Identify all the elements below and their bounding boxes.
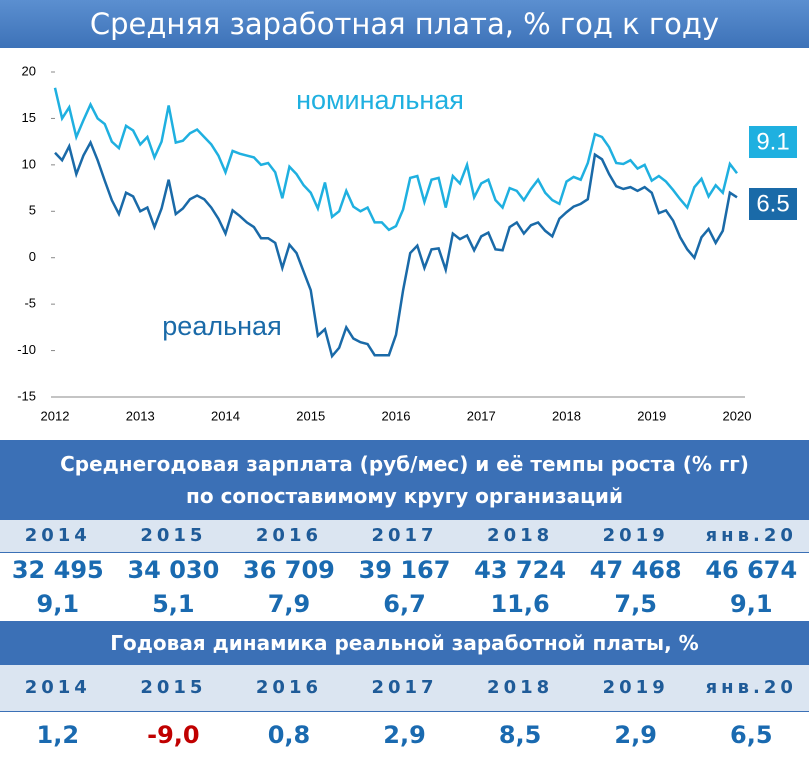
header-cell: янв.20 (705, 677, 797, 698)
chart: -15 -10 -5 0 5 10 15 20 2012 2013 2014 2015 2016 2017… (17, 63, 797, 423)
header-cell: 2015 (140, 525, 207, 546)
header-cell: 2016 (255, 677, 322, 698)
x-tick-label: 2019 (637, 408, 666, 423)
x-tick-label: 2012 (41, 408, 70, 423)
value-cell: 34 030 (127, 556, 220, 584)
header-cell: 2018 (487, 677, 554, 698)
value-cell: 5,1 (152, 590, 195, 618)
value-cell: 9,1 (36, 590, 80, 618)
y-tick-label: -10 (17, 342, 36, 357)
y-tick-label: 20 (22, 63, 36, 78)
value-cell: 43 724 (474, 556, 567, 584)
value-cell: 6,7 (383, 590, 426, 618)
x-tick-label: 2018 (552, 408, 581, 423)
header-cell: 2018 (487, 525, 554, 546)
value-cell: 8,5 (498, 721, 542, 749)
value-cell: 0,8 (267, 721, 311, 749)
value-cell: 6,5 (730, 721, 773, 749)
value-cell: 36 709 (243, 556, 335, 584)
value-row: 1,2 -9,0 0,8 2,9 8,5 2,9 6,5 (0, 712, 809, 759)
y-tick-label: 5 (29, 203, 36, 218)
header-cell: 2019 (602, 525, 669, 546)
header-cell: 2015 (140, 677, 207, 698)
value-cell: -9,0 (147, 721, 200, 749)
header-row: 2014 2015 2016 2017 2018 2019 янв.20 (0, 665, 809, 711)
end-label-box (749, 188, 797, 220)
value-cell: 47 468 (589, 556, 682, 584)
value-cell: 32 495 (11, 556, 104, 584)
x-tick-label: 2016 (382, 408, 411, 423)
x-tick-label: 2017 (467, 408, 496, 423)
header-row: 2014 2015 2016 2017 2018 2019 янв.20 (0, 520, 809, 552)
value-cell: 9,1 (730, 590, 773, 618)
page-title: Средняя заработная плата, % год к году (0, 0, 809, 48)
y-tick-label: 0 (29, 249, 36, 264)
end-label: 9.1 (756, 128, 789, 155)
value-row: 32 495 34 030 36 709 39 167 43 724 47 468 46 6… (0, 553, 809, 587)
value-row: 9,1 5,1 7,9 6,7 11,6 7,5 9,1 (0, 587, 809, 621)
y-tick-label: 15 (22, 110, 36, 125)
value-cell: 1,2 (36, 721, 80, 749)
end-label-box (749, 126, 797, 158)
header-cell: 2014 (24, 677, 91, 698)
value-cell: 2,9 (614, 721, 657, 749)
header-cell: 2017 (371, 677, 438, 698)
header-cell: 2014 (24, 525, 91, 546)
value-cell: 39 167 (358, 556, 451, 584)
header-cell: 2016 (255, 525, 322, 546)
value-cell: 11,6 (490, 590, 550, 618)
end-label: 6.5 (756, 190, 789, 217)
header-cell: 2019 (602, 677, 669, 698)
value-cell: 7,5 (614, 590, 657, 618)
series-label: номинальная (296, 85, 464, 115)
x-tick-label: 2020 (723, 408, 752, 423)
header-cell: 2017 (371, 525, 438, 546)
series-label: реальная (162, 311, 281, 341)
value-cell: 2,9 (383, 721, 426, 749)
x-tick-label: 2014 (211, 408, 240, 423)
series-line (53, 87, 738, 232)
y-tick-label: 10 (22, 156, 36, 171)
tables-panel: Среднегодовая зарплата (руб/мес) и её те… (0, 440, 809, 759)
value-cell: 7,9 (267, 590, 311, 618)
x-tick-label: 2015 (296, 408, 325, 423)
x-tick-label: 2013 (126, 408, 155, 423)
y-tick-label: -5 (24, 296, 36, 311)
table-title: Годовая динамика реальной заработной пла… (110, 631, 699, 655)
y-tick-label: -15 (17, 388, 36, 403)
series-line (54, 139, 738, 359)
table-title: Среднегодовая зарплата (руб/мес) и её те… (60, 452, 749, 508)
header-cell: янв.20 (705, 525, 797, 546)
value-cell: 46 674 (705, 556, 798, 584)
